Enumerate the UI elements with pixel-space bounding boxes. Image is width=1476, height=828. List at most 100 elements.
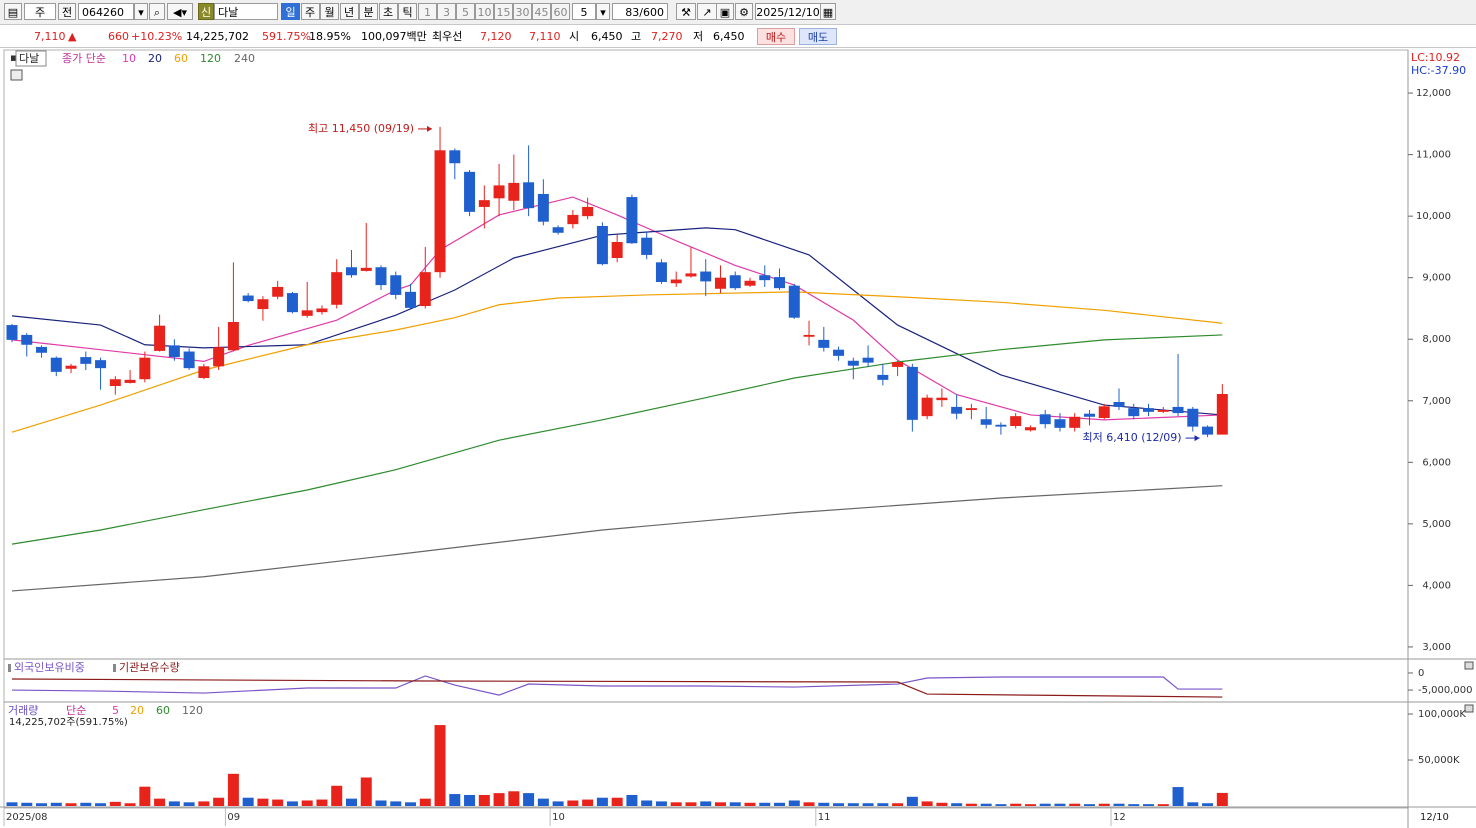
low-label: 저: [693, 30, 704, 43]
amount: 100,097백만: [361, 30, 427, 43]
table-icon[interactable]: [10, 69, 23, 81]
volume-bar: [582, 799, 594, 806]
candle-body: [537, 194, 549, 222]
candle-body: [257, 299, 269, 310]
y-tick-label: -5,000,000: [1418, 685, 1473, 696]
volume-bar: [316, 799, 328, 806]
count-select[interactable]: 5: [572, 3, 596, 20]
count-input[interactable]: 83/600: [612, 3, 668, 20]
y-tick-label: 12,000: [1416, 88, 1451, 99]
date-input[interactable]: 2025/12/10: [755, 3, 821, 20]
minute-button[interactable]: 30: [513, 3, 532, 20]
menu-icon[interactable]: ▤: [4, 3, 22, 20]
x-tick-label: 11: [818, 812, 831, 823]
tool-button[interactable]: ↗: [697, 3, 717, 20]
volume-bar: [272, 799, 284, 806]
minute-button[interactable]: 1: [418, 3, 437, 20]
code-input[interactable]: 064260: [78, 3, 134, 20]
volume-bar: [1039, 803, 1051, 806]
save-button[interactable]: ▣: [716, 3, 734, 20]
y-tick-label: 7,000: [1422, 396, 1451, 407]
minute-button[interactable]: 15: [494, 3, 513, 20]
period-button[interactable]: 월: [320, 3, 339, 20]
period-button[interactable]: 초: [378, 3, 398, 20]
tool-button[interactable]: ⚒: [676, 3, 696, 20]
ma-line: [11, 334, 1223, 545]
minute-button[interactable]: 3: [437, 3, 456, 20]
volume-bar: [552, 801, 564, 806]
candle-body: [168, 345, 180, 358]
volume-bar: [921, 801, 933, 806]
minute-button[interactable]: 10: [475, 3, 494, 20]
volume-bar: [995, 804, 1007, 806]
candle-body: [995, 424, 1007, 427]
volume-bar: [685, 802, 697, 806]
code-dropdown[interactable]: ▾: [134, 3, 148, 20]
buy-button[interactable]: 매수: [757, 28, 795, 45]
volume-bar: [183, 802, 195, 806]
candle-body: [478, 200, 490, 207]
candle-body: [788, 285, 800, 318]
candle-body: [1128, 408, 1140, 417]
candle-body: [242, 295, 254, 302]
volume-bar: [227, 773, 239, 806]
legend-swatch: [113, 664, 116, 672]
candle-body: [774, 277, 786, 289]
candle-body: [655, 262, 667, 282]
y-tick-label: 6,000: [1422, 457, 1451, 468]
volume-bar: [700, 801, 712, 806]
candle-body: [906, 366, 918, 420]
y-tick-label: 9,000: [1422, 273, 1451, 284]
count-dropdown[interactable]: ▾: [596, 3, 610, 20]
panel-button[interactable]: [1464, 661, 1474, 670]
candle-body: [596, 226, 608, 265]
candle-body: [1010, 416, 1022, 426]
candle-body: [921, 397, 933, 417]
legend-entry: 5: [112, 704, 119, 717]
candle-body: [847, 360, 859, 366]
period-button[interactable]: 주: [300, 3, 320, 20]
y-tick-label: 11,000: [1416, 150, 1451, 161]
minute-button[interactable]: 60: [551, 3, 570, 20]
period-button[interactable]: 년: [339, 3, 359, 20]
candle-body: [582, 206, 594, 217]
volume-bar: [1083, 804, 1095, 806]
legend-swatch: [8, 664, 11, 672]
minute-button[interactable]: 45: [532, 3, 551, 20]
y-tick-label: 5,000: [1422, 519, 1451, 530]
volume-bar: [1128, 804, 1140, 806]
search-button[interactable]: ⌕: [149, 3, 165, 20]
arrow: ▲: [68, 30, 77, 43]
period-button[interactable]: 틱: [398, 3, 417, 20]
legend-entry: 120: [182, 704, 203, 717]
minute-button[interactable]: 5: [456, 3, 475, 20]
new-badge[interactable]: 신: [198, 3, 214, 20]
sound-button[interactable]: ◀▾: [167, 3, 193, 20]
volume-bar: [1054, 803, 1066, 806]
x-tick-label: 2025/08: [6, 812, 48, 823]
market-select[interactable]: 주: [24, 3, 56, 20]
prev-button[interactable]: 전: [58, 3, 76, 20]
volume-bar: [257, 798, 269, 806]
candle-body: [1098, 406, 1110, 418]
volume-bar: [729, 802, 741, 806]
volume-bar: [1024, 804, 1036, 806]
volume-bar: [892, 803, 904, 806]
volume-bar: [198, 801, 210, 806]
name-input[interactable]: 다날: [214, 3, 278, 20]
open: 6,450: [591, 30, 623, 43]
calendar-button[interactable]: ▦: [820, 3, 836, 20]
volume-bar: [537, 798, 549, 806]
period-button[interactable]: 일: [281, 3, 300, 20]
sell-button[interactable]: 매도: [799, 28, 837, 45]
settings-button[interactable]: ⚙: [735, 3, 753, 20]
legend-entry: 10: [122, 52, 136, 65]
candle-body: [611, 242, 623, 258]
volume-bar: [331, 785, 343, 806]
panel-button[interactable]: [1464, 704, 1474, 713]
annotation: 최고 11,450 (09/19): [308, 122, 414, 135]
volume-bar: [405, 802, 417, 806]
legend-entry: 20: [148, 52, 162, 65]
candle-body: [419, 272, 431, 306]
period-button[interactable]: 분: [359, 3, 378, 20]
